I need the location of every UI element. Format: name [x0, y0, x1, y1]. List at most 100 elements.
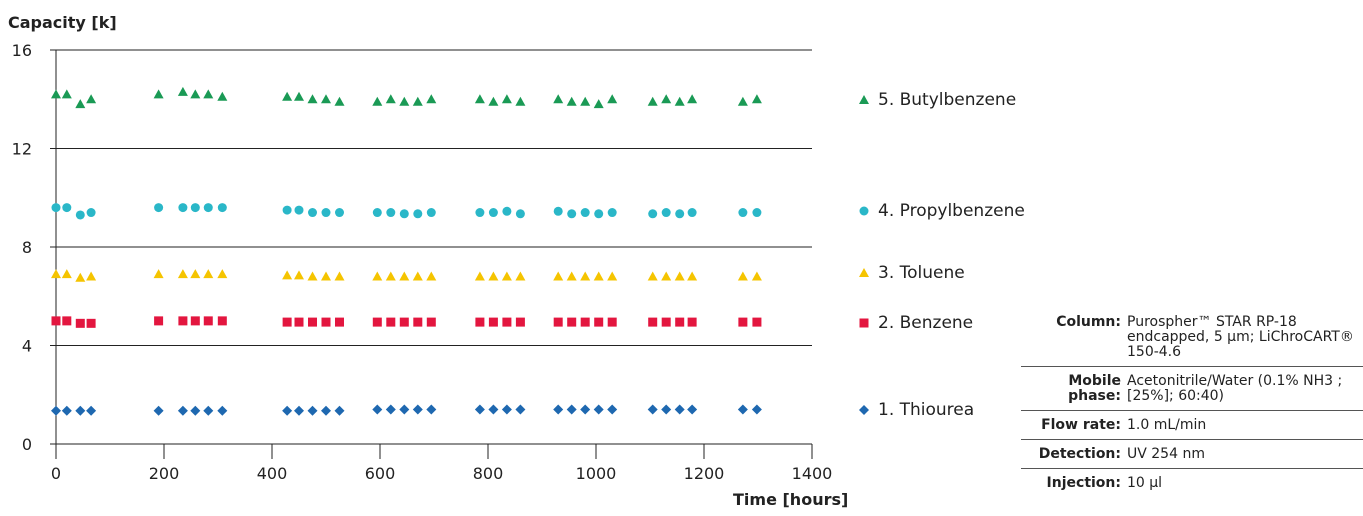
data-point-thiourea	[553, 404, 564, 415]
data-point-benzene	[488, 317, 498, 327]
data-point-benzene	[154, 316, 164, 326]
data-point-butylbenzene	[580, 96, 591, 106]
data-point-benzene	[321, 317, 331, 327]
data-point-butylbenzene	[385, 94, 396, 104]
data-point-benzene	[752, 317, 762, 327]
data-point-propylbenzene	[75, 210, 85, 220]
data-point-butylbenzene	[334, 96, 345, 106]
data-point-butylbenzene	[86, 94, 97, 104]
data-point-propylbenzene	[321, 208, 331, 218]
x-tick-label: 0	[51, 464, 61, 483]
x-tick-label: 1200	[684, 464, 725, 483]
data-point-thiourea	[372, 404, 383, 415]
data-point-toluene	[61, 269, 72, 279]
data-point-toluene	[412, 271, 423, 281]
x-axis-label: Time [hours]	[733, 490, 849, 509]
data-point-toluene	[75, 272, 86, 282]
data-point-thiourea	[687, 404, 698, 415]
data-point-butylbenzene	[501, 94, 512, 104]
data-point-propylbenzene	[502, 206, 512, 216]
data-point-butylbenzene	[488, 96, 499, 106]
data-point-toluene	[515, 271, 526, 281]
data-point-butylbenzene	[307, 94, 318, 104]
data-point-thiourea	[566, 404, 577, 415]
data-point-toluene	[217, 269, 228, 279]
data-point-toluene	[86, 271, 97, 281]
data-point-propylbenzene	[553, 206, 563, 216]
info-row-injection: Injection: 10 µl	[1021, 469, 1363, 497]
data-point-propylbenzene	[51, 203, 61, 213]
info-value: Purospher™ STAR RP-18 endcapped, 5 µm; L…	[1127, 314, 1354, 360]
legend-label: 3. Toluene	[878, 263, 965, 283]
data-point-thiourea	[674, 404, 685, 415]
data-point-toluene	[51, 269, 61, 279]
info-value: 10 µl	[1127, 475, 1163, 491]
data-point-benzene	[190, 316, 200, 326]
data-point-thiourea	[751, 404, 762, 415]
data-point-toluene	[674, 271, 685, 281]
data-point-benzene	[75, 318, 85, 328]
data-point-propylbenzene	[752, 208, 762, 218]
legend-marker	[859, 95, 869, 104]
data-point-butylbenzene	[687, 94, 698, 104]
y-tick-label: 16	[12, 41, 32, 60]
data-point-toluene	[661, 271, 672, 281]
legend-label: 1. Thiourea	[878, 400, 975, 420]
data-point-benzene	[661, 317, 671, 327]
data-point-butylbenzene	[412, 96, 423, 106]
legend-label: 5. Butylbenzene	[878, 90, 1017, 110]
legend-label: 2. Benzene	[878, 313, 974, 333]
data-point-thiourea	[515, 404, 526, 415]
data-point-propylbenzene	[335, 208, 344, 218]
data-point-toluene	[751, 271, 762, 281]
data-point-benzene	[294, 317, 304, 327]
data-point-benzene	[178, 316, 188, 326]
data-point-thiourea	[426, 404, 437, 415]
data-point-thiourea	[501, 404, 512, 415]
data-point-thiourea	[399, 404, 410, 415]
data-point-butylbenzene	[474, 94, 485, 104]
y-tick-label: 4	[22, 337, 32, 356]
data-point-toluene	[177, 269, 188, 279]
data-point-butylbenzene	[566, 96, 577, 106]
data-point-benzene	[372, 317, 382, 327]
data-point-propylbenzene	[738, 208, 748, 218]
data-point-thiourea	[294, 405, 304, 416]
data-point-benzene	[687, 317, 697, 327]
data-point-butylbenzene	[737, 96, 748, 106]
data-point-thiourea	[647, 404, 658, 415]
y-tick-label: 0	[22, 435, 32, 454]
data-point-toluene	[307, 271, 318, 281]
info-value: UV 254 nm	[1127, 446, 1205, 462]
data-point-thiourea	[334, 405, 345, 416]
data-point-thiourea	[307, 405, 318, 416]
data-point-propylbenzene	[154, 203, 164, 213]
data-point-thiourea	[75, 405, 86, 416]
data-point-butylbenzene	[607, 94, 618, 104]
x-tick-label: 400	[257, 464, 288, 483]
legend-marker	[859, 268, 869, 277]
data-point-benzene	[282, 317, 292, 327]
info-key: Flow rate:	[1041, 417, 1121, 433]
data-point-propylbenzene	[426, 208, 436, 218]
data-point-propylbenzene	[86, 208, 96, 218]
info-value: 1.0 mL/min	[1127, 417, 1207, 433]
data-point-benzene	[515, 317, 525, 327]
data-point-propylbenzene	[567, 209, 577, 219]
data-point-butylbenzene	[751, 94, 762, 104]
data-point-propylbenzene	[62, 203, 72, 213]
data-point-propylbenzene	[178, 203, 188, 213]
data-point-thiourea	[321, 405, 331, 416]
info-row-flow-rate: Flow rate: 1.0 mL/min	[1021, 411, 1363, 440]
data-point-butylbenzene	[217, 91, 228, 101]
data-point-thiourea	[580, 404, 591, 415]
info-key: Column:	[1056, 314, 1121, 330]
data-point-benzene	[62, 316, 72, 326]
legend-marker	[859, 318, 869, 328]
info-key: Detection:	[1038, 446, 1121, 462]
data-point-thiourea	[488, 404, 499, 415]
data-point-propylbenzene	[675, 209, 685, 219]
data-point-butylbenzene	[190, 89, 201, 99]
info-row-column: Column: Purospher™ STAR RP-18 endcapped,…	[1021, 308, 1363, 367]
